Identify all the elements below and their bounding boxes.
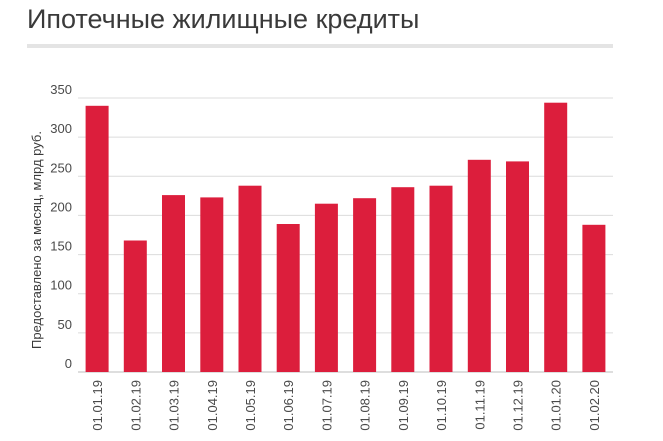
bar-01.05.19 (238, 185, 262, 372)
x-tick-label: 01.01.20 (549, 380, 564, 431)
y-tick-label: 150 (50, 239, 72, 254)
y-tick-label: 300 (50, 121, 72, 136)
x-tick-label: 01.06.19 (281, 380, 296, 431)
y-tick-label: 250 (50, 160, 72, 175)
x-tick-label: 01.05.19 (243, 380, 258, 431)
x-tick-label: 01.07.19 (319, 380, 334, 431)
bar-01.03.19 (162, 195, 185, 372)
bar-01.11.19 (467, 159, 491, 372)
y-tick-label: 50 (58, 317, 72, 332)
x-tick-label: 01.04.19 (205, 380, 220, 431)
title-underline (27, 44, 613, 48)
x-tick-label: 01.03.19 (167, 380, 182, 431)
x-tick-label: 01.02.19 (128, 380, 143, 431)
y-axis-ticks: 0 50 100 150 200 250 300 350 (50, 82, 72, 371)
bar-01.10.19 (429, 185, 453, 372)
bar-01.01.20 (544, 102, 568, 372)
bar-01.04.19 (200, 197, 224, 372)
bar-01.02.19 (123, 240, 147, 372)
bar-01.08.19 (353, 198, 377, 372)
bar-01.01.19 (85, 105, 109, 373)
x-tick-label: 01.08.19 (358, 380, 373, 431)
y-tick-label: 200 (50, 199, 72, 214)
x-tick-label: 01.02.20 (587, 380, 602, 431)
x-tick-label: 01.01.19 (90, 380, 105, 431)
x-axis-ticks: 01.01.19 01.02.19 01.03.19 01.04.19 01.05.19… (90, 380, 602, 431)
y-tick-label: 100 (50, 278, 72, 293)
y-tick-label: 350 (50, 82, 72, 97)
bar-01.09.19 (391, 187, 415, 372)
chart-title: Ипотечные жилищные кредиты (27, 4, 420, 34)
bar-01.06.19 (276, 224, 300, 372)
y-tick-label: 0 (65, 356, 72, 371)
x-tick-label: 01.10.19 (434, 380, 449, 431)
gridlines (78, 97, 613, 373)
bar-01.07.19 (314, 203, 338, 372)
x-tick-label: 01.09.19 (396, 380, 411, 431)
x-tick-label: 01.11.19 (472, 380, 487, 430)
bar-01.12.19 (506, 161, 529, 372)
bars (85, 102, 606, 373)
bar-01.02.20 (582, 224, 606, 372)
y-axis-label: Предоставлено за месяц, млрд руб. (29, 131, 44, 349)
x-tick-label: 01.12.19 (510, 380, 525, 431)
